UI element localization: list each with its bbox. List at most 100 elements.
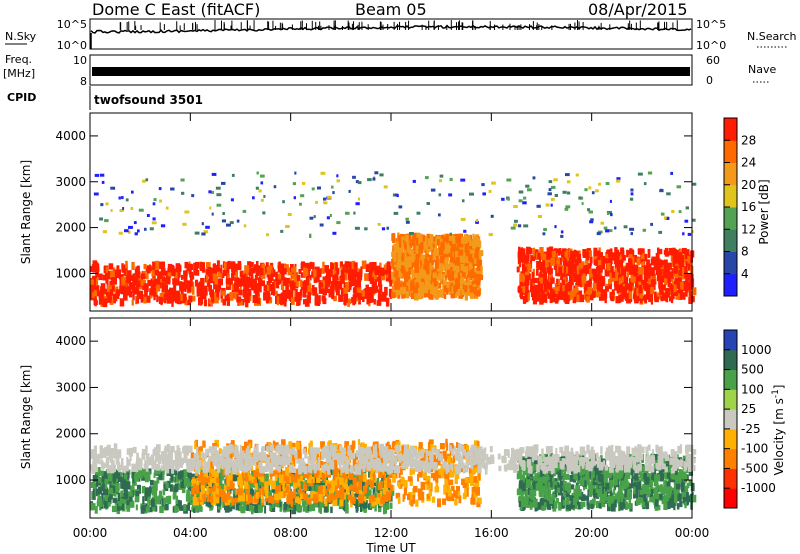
heatmap-cell bbox=[138, 208, 144, 212]
heatmap-cell bbox=[358, 474, 363, 481]
heatmap-cell bbox=[415, 279, 419, 285]
heatmap-cell bbox=[598, 275, 602, 283]
heatmap-cell bbox=[281, 470, 286, 476]
heatmap-cell bbox=[392, 236, 396, 244]
heatmap-cell bbox=[674, 278, 680, 285]
heatmap-cell bbox=[442, 498, 447, 505]
heatmap-cell bbox=[407, 251, 410, 257]
heatmap-cell bbox=[309, 274, 312, 281]
heatmap-cell bbox=[630, 281, 634, 291]
heatmap-cell bbox=[201, 222, 204, 226]
heatmap-cell bbox=[348, 494, 353, 501]
heatmap-cell bbox=[440, 269, 444, 276]
heatmap-cell bbox=[343, 492, 349, 500]
heatmap-cell bbox=[306, 295, 311, 304]
heatmap-cell bbox=[116, 265, 120, 274]
heatmap-cell bbox=[126, 500, 131, 509]
heatmap-cell bbox=[231, 173, 235, 177]
heatmap-cell bbox=[565, 173, 570, 177]
heatmap-cell bbox=[367, 263, 371, 270]
heatmap-cell bbox=[281, 296, 286, 304]
heatmap-cell bbox=[159, 261, 164, 270]
heatmap-cell bbox=[572, 296, 577, 304]
heatmap-cell bbox=[309, 261, 313, 269]
heatmap-cell bbox=[335, 490, 340, 498]
heatmap-cell bbox=[454, 233, 459, 243]
heatmap-cell bbox=[689, 277, 694, 285]
heatmap-cell bbox=[623, 225, 628, 229]
heatmap-cell bbox=[684, 285, 689, 293]
heatmap-cell bbox=[596, 232, 601, 236]
heatmap-cell bbox=[361, 260, 367, 269]
heatmap-cell bbox=[600, 221, 605, 225]
heatmap-cell bbox=[679, 255, 685, 264]
heatmap-cell bbox=[118, 498, 122, 507]
heatmap-cell bbox=[316, 295, 321, 305]
heatmap-cell bbox=[618, 260, 623, 267]
heatmap-cell bbox=[211, 295, 215, 303]
heatmap-cell bbox=[151, 487, 155, 496]
colorbar-swatch bbox=[724, 251, 737, 275]
heatmap-cell bbox=[128, 225, 133, 229]
heatmap-cell bbox=[294, 496, 300, 503]
heatmap-cell bbox=[464, 285, 468, 293]
heatmap-cell bbox=[121, 276, 126, 286]
heatmap-cell bbox=[518, 246, 521, 255]
heatmap-cell bbox=[332, 274, 336, 282]
heatmap-cell bbox=[601, 256, 606, 265]
heatmap-cell bbox=[566, 191, 571, 195]
heatmap-cell bbox=[418, 493, 422, 501]
heatmap-cell bbox=[231, 284, 234, 290]
heatmap-cell bbox=[274, 493, 279, 501]
heatmap-cell bbox=[395, 492, 401, 499]
heatmap-cell bbox=[309, 235, 312, 238]
heatmap-cell bbox=[378, 505, 382, 513]
nave-label: Nave bbox=[748, 63, 776, 76]
heatmap-cell bbox=[412, 488, 416, 497]
heatmap-cell bbox=[525, 256, 529, 263]
heatmap-cell bbox=[291, 494, 294, 500]
heatmap-cell bbox=[387, 494, 391, 501]
heatmap-cell bbox=[276, 470, 280, 479]
heatmap-cell bbox=[684, 265, 687, 274]
heatmap-cell bbox=[636, 287, 641, 297]
heatmap-cell bbox=[648, 263, 652, 271]
heatmap-cell bbox=[584, 188, 588, 192]
heatmap-cell bbox=[256, 476, 260, 484]
heatmap-cell bbox=[540, 281, 544, 288]
heatmap-cell bbox=[240, 274, 245, 280]
heatmap-cell bbox=[613, 280, 617, 287]
heatmap-cell bbox=[183, 470, 187, 478]
heatmap-cell bbox=[285, 485, 290, 493]
heatmap-cell bbox=[519, 255, 525, 263]
heatmap-cell bbox=[349, 485, 354, 491]
heatmap-cell bbox=[342, 482, 347, 489]
heatmap-cell bbox=[683, 292, 686, 300]
heatmap-cell bbox=[280, 284, 285, 291]
heatmap-cell bbox=[454, 478, 458, 485]
heatmap-cell bbox=[452, 265, 458, 272]
heatmap-cell bbox=[135, 491, 140, 498]
heatmap-cell bbox=[434, 268, 437, 274]
heatmap-cell bbox=[123, 293, 128, 301]
heatmap-cell bbox=[550, 288, 553, 295]
heatmap-cell bbox=[615, 296, 621, 304]
heatmap-cell bbox=[215, 470, 219, 479]
heatmap-cell bbox=[642, 228, 646, 232]
heatmap-cell bbox=[419, 288, 424, 297]
heatmap-cell bbox=[524, 271, 529, 278]
heatmap-cell bbox=[455, 491, 460, 499]
heatmap-cell bbox=[299, 492, 304, 500]
heatmap-cell bbox=[583, 281, 587, 289]
heatmap-cell bbox=[136, 265, 140, 272]
heatmap-cell bbox=[406, 279, 410, 287]
heatmap-cell bbox=[245, 298, 249, 308]
heatmap-cell bbox=[651, 273, 657, 279]
heatmap-cell bbox=[661, 284, 666, 291]
heatmap-cell bbox=[460, 281, 463, 291]
heatmap-cell bbox=[467, 235, 471, 242]
heatmap-cell bbox=[371, 465, 374, 475]
heatmap-cell bbox=[153, 472, 156, 479]
heatmap-cell bbox=[208, 463, 213, 473]
heatmap-cell bbox=[141, 485, 146, 494]
